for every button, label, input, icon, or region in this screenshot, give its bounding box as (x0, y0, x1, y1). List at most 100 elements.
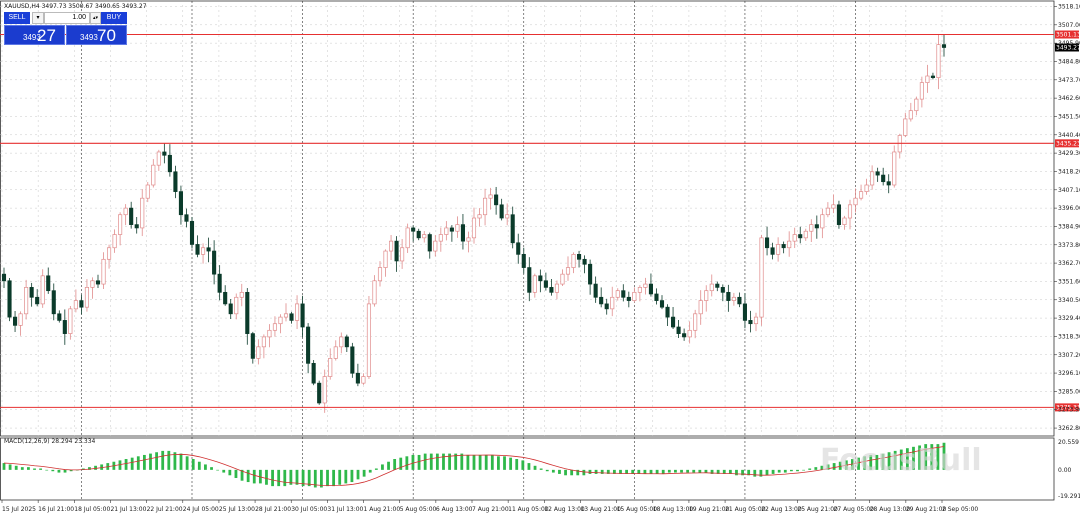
candle-body (317, 382, 322, 404)
candle-body (184, 214, 189, 222)
y-tick-label: 3329.40 (1058, 315, 1080, 322)
candle-body (79, 300, 84, 308)
x-tick-label: 24 Jul 05:00 (183, 506, 219, 513)
candle-body (560, 273, 565, 285)
candle-body (328, 358, 333, 377)
level-tag: 3275.33 (1055, 403, 1080, 412)
candle-body (112, 234, 117, 249)
x-tick-label: 19 Aug 21:00 (689, 506, 730, 513)
candle-body (787, 240, 792, 249)
macd-bar (826, 464, 830, 470)
macd-bar (655, 469, 659, 474)
lot-dropdown-button[interactable]: ▾ (32, 12, 44, 24)
candle-body (422, 234, 427, 239)
macd-bar (612, 469, 616, 474)
candle-body (759, 237, 764, 318)
y-tick-label: 3318.30 (1058, 333, 1080, 340)
candle-body (90, 280, 95, 288)
candle-body (101, 258, 106, 285)
macd-bar (100, 464, 104, 470)
macd-bar (130, 457, 134, 470)
candle-body (278, 316, 283, 325)
candle-body (234, 296, 239, 315)
macd-bar (570, 469, 574, 476)
lot-size-input[interactable]: 1.00 (44, 12, 90, 24)
candle-body (173, 171, 178, 192)
macd-bar (399, 457, 403, 470)
macd-bar (551, 469, 555, 473)
macd-bar (167, 450, 171, 470)
candle-body (460, 224, 465, 242)
sell-price-box[interactable]: 3493 27 (4, 25, 65, 45)
x-tick-label: 18 Jul 05:00 (74, 506, 110, 513)
macd-bar (924, 444, 928, 470)
macd-bar (246, 469, 250, 483)
candle-body (505, 214, 510, 219)
level-tag-label: 3275.33 (1056, 404, 1080, 411)
candle-body (704, 290, 709, 301)
macd-bar (588, 469, 592, 474)
candle-body (941, 44, 947, 48)
macd-bar (313, 469, 317, 488)
macd-bar (686, 469, 690, 473)
candle-body (742, 303, 747, 321)
candle-body (632, 291, 637, 301)
macd-bar (374, 468, 378, 470)
macd-bar (216, 469, 220, 471)
price-axis: 3518.10 3507.00 3495.90 3484.80 3473.70 3462.… (1054, 3, 1080, 432)
candle-body (306, 326, 311, 364)
current-price-label: 3493.27 (1056, 44, 1080, 51)
x-tick-label: 22 Aug 13:00 (761, 506, 802, 513)
macd-bar (307, 469, 311, 487)
macd-bar (710, 469, 714, 474)
candle-body (693, 313, 698, 331)
lot-stepper[interactable]: ▴▾ (90, 12, 101, 24)
candle-body (212, 250, 217, 275)
y-tick-label: 3340.50 (1058, 297, 1080, 304)
macd-bar (808, 468, 812, 470)
macd-bar (155, 452, 158, 470)
candle-body (803, 230, 808, 239)
current-price-tag: 3493.27 (1055, 43, 1080, 52)
grid (0, 0, 1055, 501)
y-tick-label: 3351.60 (1058, 278, 1080, 285)
macd-bar (509, 457, 513, 470)
macd-y-tick-label: 0.00 (1058, 467, 1072, 474)
y-tick-label: 3307.20 (1058, 352, 1080, 359)
sell-button[interactable]: SELL (4, 12, 30, 24)
horizontal-levels[interactable]: 3501.13 3435.23 3275.33 3493.27 (0, 30, 1080, 412)
x-tick-label: 21 Aug 05:00 (725, 506, 766, 513)
macd-bar (289, 469, 293, 485)
macd-bar (435, 453, 439, 470)
macd-bar (497, 456, 500, 470)
macd-bar (362, 469, 366, 477)
macd-bar (442, 453, 445, 470)
y-tick-label: 3473.70 (1058, 77, 1080, 84)
candle-body (145, 184, 150, 199)
candle-body (361, 376, 366, 384)
macd-bar (741, 469, 744, 476)
y-tick-label: 3407.10 (1058, 187, 1080, 194)
candle-body (748, 320, 753, 325)
macd-bar (8, 464, 12, 470)
candle-body (875, 171, 880, 176)
macd-signal-line (3, 446, 945, 487)
buy-price-box[interactable]: 3493 70 (66, 25, 127, 45)
macd-bar (802, 469, 806, 471)
macd-bar (320, 469, 323, 488)
macd-frame (0, 437, 1055, 501)
macd-bar (594, 469, 598, 474)
macd-bar (27, 467, 30, 470)
candle-body (483, 197, 488, 216)
macd-bar (698, 469, 702, 473)
macd-bar (637, 469, 641, 474)
x-tick-label: 28 Aug 13:00 (870, 506, 911, 513)
candle-body (510, 214, 515, 244)
candle-body (936, 44, 941, 79)
candle-body (40, 275, 45, 305)
candle-body (35, 296, 40, 305)
macd-bar (136, 456, 140, 470)
macd-bar (582, 469, 586, 476)
buy-button[interactable]: BUY (101, 12, 127, 24)
